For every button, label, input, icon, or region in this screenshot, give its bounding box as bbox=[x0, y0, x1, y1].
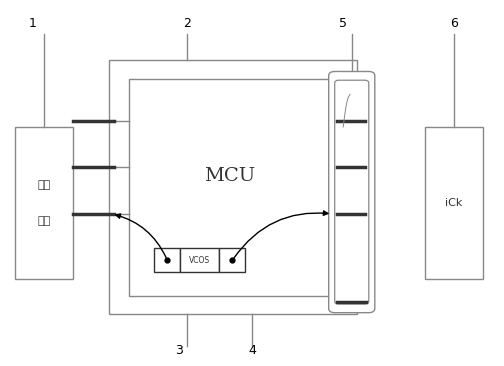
Bar bbox=[154, 249, 180, 272]
Text: 4: 4 bbox=[248, 344, 256, 356]
Text: MCU: MCU bbox=[204, 167, 255, 185]
FancyBboxPatch shape bbox=[335, 80, 369, 304]
Text: 5: 5 bbox=[339, 17, 347, 30]
Text: 2: 2 bbox=[183, 17, 191, 30]
FancyBboxPatch shape bbox=[329, 71, 375, 313]
Text: 外生: 外生 bbox=[38, 180, 51, 190]
Text: iCk: iCk bbox=[445, 198, 463, 208]
Text: 设备: 设备 bbox=[38, 216, 51, 226]
Text: VCOS: VCOS bbox=[190, 256, 211, 265]
Bar bbox=[129, 79, 337, 296]
Bar bbox=[219, 249, 245, 272]
Text: 6: 6 bbox=[450, 17, 458, 30]
Text: 1: 1 bbox=[29, 17, 36, 30]
Bar bbox=[109, 60, 357, 314]
Bar bbox=[180, 249, 219, 272]
Text: 3: 3 bbox=[175, 344, 183, 356]
Bar bbox=[425, 127, 482, 279]
Bar bbox=[16, 127, 73, 279]
